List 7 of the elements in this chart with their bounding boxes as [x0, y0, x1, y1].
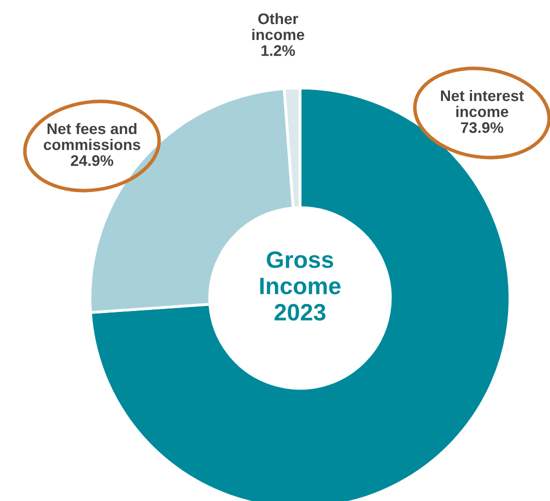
- text: Gross Income 2023: [260, 251, 341, 321]
- slice-label: Net interest income: [441, 90, 524, 118]
- slice-label: Other income: [252, 12, 304, 40]
- data-label: 24.9%: [70, 155, 114, 166]
- slice-label: Net fees and commissions: [44, 122, 140, 150]
- data-label: 73.9%: [461, 122, 504, 134]
- data-label: 1.2%: [262, 45, 296, 56]
